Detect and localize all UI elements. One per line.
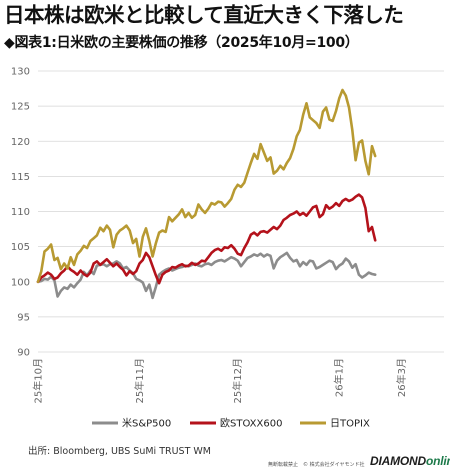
y-tick-label: 90 (17, 348, 30, 359)
series-layer (36, 88, 377, 300)
x-tick-label: 25年12月 (231, 358, 244, 403)
y-tick-label: 105 (11, 242, 30, 253)
y-tick-label: 95 (17, 312, 30, 323)
copyright-notice: 無断転載禁止 © 株式会社ダイヤモンド社 (268, 462, 365, 468)
y-tick-label: 110 (11, 207, 30, 218)
series-line (36, 88, 377, 284)
y-tick-label: 115 (11, 172, 30, 183)
series-line (36, 251, 377, 300)
x-tick-label: 25年11月 (133, 358, 146, 403)
legend-label: 日TOPIX (330, 419, 370, 430)
x-tick-label: 26年3月 (395, 358, 408, 397)
y-tick-label: 100 (11, 277, 30, 288)
x-axis: 25年10月 25年11月 25年12月 26年1月 26年3月 (32, 358, 408, 403)
logo-part-2: online (425, 454, 450, 468)
y-axis: 90 95 100 105 110 115 120 125 130 (11, 67, 30, 359)
logo-part-1: DIAMOND (370, 454, 426, 468)
y-tick-label: 130 (11, 67, 30, 78)
y-tick-label: 125 (11, 102, 30, 113)
x-tick-label: 25年10月 (32, 358, 45, 403)
publisher-logo: DIAMONDonline (370, 454, 450, 468)
grid-layer (38, 70, 444, 353)
x-tick-label: 26年1月 (333, 358, 346, 397)
chart-subtitle: ◆図表1:日米欧の主要株価の推移（2025年10月=100） (4, 35, 359, 51)
y-tick-label: 120 (11, 137, 30, 148)
legend-label: 欧STOXX600 (220, 418, 282, 430)
page-title: 日本株は欧米と比較して直近大きく下落した (4, 3, 404, 27)
series-line (36, 193, 377, 285)
source-note: 出所: Bloomberg, UBS SuMi TRUST WM (28, 446, 212, 457)
legend-label: 米S&P500 (122, 417, 171, 430)
legend: 米S&P500 欧STOXX600 日TOPIX (92, 417, 370, 430)
